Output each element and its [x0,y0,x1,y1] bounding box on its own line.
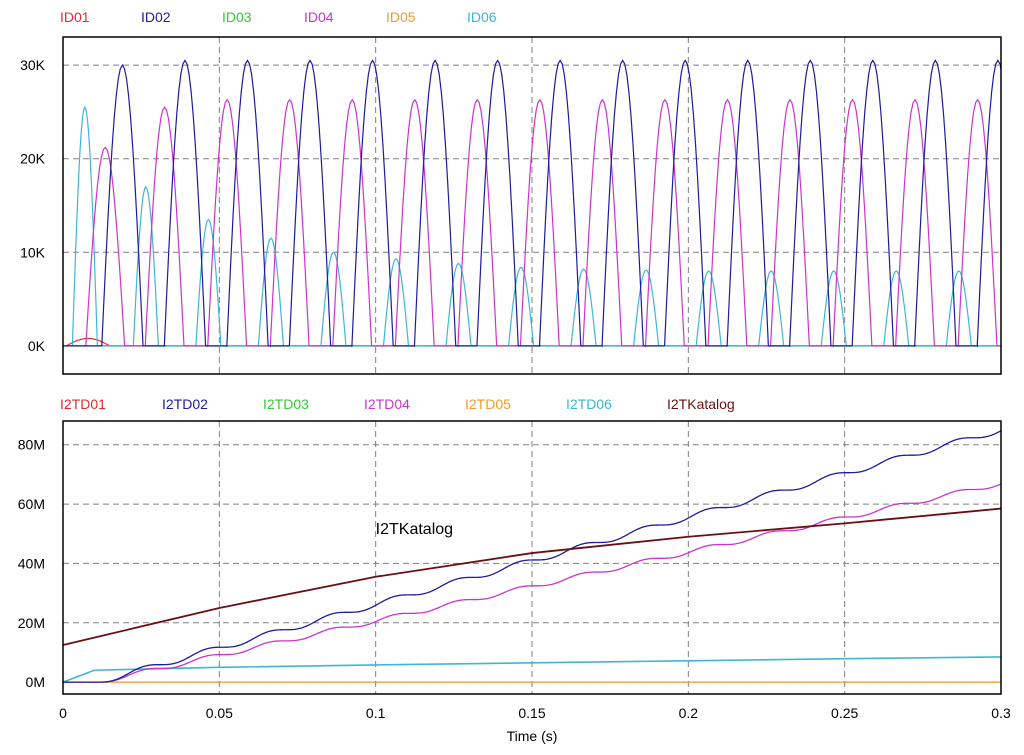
top-grid [63,37,1001,374]
xtick-label: 0.05 [206,705,233,721]
bottom-legend-item: I2TD06 [566,396,612,412]
top-legend-item: ID04 [304,9,334,25]
bottom-ytick-label: 20M [18,615,45,631]
top-legend: ID01 ID02 ID03 ID04 ID05 ID06 [60,9,497,25]
series-ID01-line [63,337,1001,347]
series-I2TD04-line [63,483,1001,683]
x-axis-title: Time (s) [507,728,558,744]
bottom-grid [63,421,1001,694]
top-legend-item: ID01 [60,9,90,25]
xtick-label: 0.15 [518,705,545,721]
series-ID04-line [63,98,1001,348]
bottom-ytick-label: 80M [18,437,45,453]
top-legend-item: ID02 [141,9,171,25]
top-plot [63,59,1001,348]
xtick-label: 0.25 [831,705,858,721]
xtick-label: 0.2 [679,705,699,721]
bottom-legend-item: I2TD05 [465,396,511,412]
top-legend-item: ID05 [386,9,416,25]
series-I2TKatalog-line [63,507,1001,646]
series-I2TD06-line [63,656,1001,683]
bottom-legend-item: I2TD04 [364,396,410,412]
bottom-ytick-label: 40M [18,555,45,571]
bottom-legend-item: I2TKatalog [667,396,735,412]
bottom-legend-item: I2TD03 [263,396,309,412]
xtick-label: 0.3 [991,705,1011,721]
bottom-legend-item: I2TD01 [60,396,106,412]
series-ID06-line [63,105,1001,348]
annotation-i2tkatalog: I2TKatalog [376,521,453,538]
bottom-legend: I2TD01 I2TD02 I2TD03 I2TD04 I2TD05 I2TD06 I2TK… [60,396,735,412]
series-ID02-line [63,59,1001,348]
xtick-label: 0 [59,705,67,721]
top-legend-item: ID03 [222,9,252,25]
top-legend-item: ID06 [467,9,497,25]
top-ytick-label: 10K [20,244,46,260]
bottom-legend-item: I2TD02 [162,396,208,412]
top-plot-frame [62,36,1002,375]
bottom-ytick-label: 60M [18,496,45,512]
bottom-ytick-label: 0M [26,674,45,690]
series-I2TD02-line [63,430,1001,683]
bottom-plot-frame [62,420,1002,695]
top-ytick-label: 0K [28,338,46,354]
top-ytick-label: 30K [20,57,46,73]
top-ytick-label: 20K [20,151,46,167]
bottom-plot [63,430,1001,683]
xtick-label: 0.1 [366,705,386,721]
